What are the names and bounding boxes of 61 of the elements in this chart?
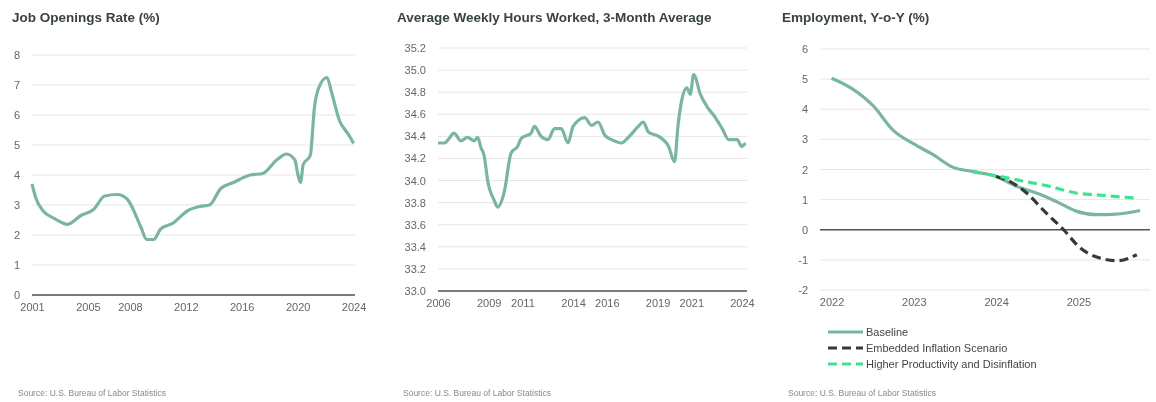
y-tick-label: 33.8 — [404, 196, 426, 209]
y-tick-label: 4 — [801, 103, 808, 116]
y-tick-label: 34.0 — [404, 174, 426, 187]
x-tick-label: 2024 — [984, 295, 1009, 308]
y-tick-label: 1 — [13, 259, 20, 272]
y-tick-label: 34.2 — [404, 152, 426, 165]
x-tick-label: 2024 — [341, 300, 367, 313]
chart-title: Employment, Y-o-Y (%) — [782, 10, 930, 25]
y-tick-label: 3 — [13, 199, 20, 212]
y-tick-label: 34.4 — [404, 130, 426, 143]
x-tick-label: 2025 — [1066, 295, 1092, 308]
y-tick-label: 33.2 — [404, 262, 426, 275]
x-tick-label: 2023 — [902, 295, 927, 308]
x-tick-label: 2021 — [679, 296, 705, 309]
x-tick-label: 2009 — [476, 296, 502, 309]
x-tick-label: 2020 — [285, 300, 311, 313]
y-tick-label: -1 — [798, 253, 808, 266]
y-tick-label: 2 — [13, 229, 20, 242]
line-series — [994, 174, 1139, 263]
y-tick-label: 5 — [13, 139, 20, 152]
y-tick-label: 34.8 — [404, 86, 426, 99]
y-tick-label: 33.4 — [404, 240, 426, 253]
x-tick-label: 2005 — [76, 300, 101, 313]
y-tick-label: 35.0 — [404, 64, 426, 77]
x-tick-label: 2012 — [174, 300, 199, 313]
y-tick-label: 33.0 — [404, 285, 426, 298]
y-tick-label: 6 — [13, 109, 20, 122]
chart-title: Job Openings Rate (%) — [12, 10, 160, 25]
source-note: Source: U.S. Bureau of Labor Statistics — [18, 388, 166, 398]
y-tick-label: 0 — [13, 289, 20, 302]
legend-label: Higher Productivity and Disinflation — [866, 358, 1037, 370]
line-series — [436, 72, 748, 209]
x-tick-label: 2024 — [730, 296, 755, 309]
y-tick-label: 1 — [801, 193, 808, 206]
y-tick-label: 7 — [13, 79, 20, 92]
x-tick-label: 2014 — [561, 296, 586, 309]
y-tick-label: 34.6 — [404, 108, 426, 121]
y-tick-label: 33.6 — [404, 218, 426, 231]
y-tick-label: -2 — [798, 284, 808, 297]
source-note: Source: U.S. Bureau of Labor Statistics — [403, 388, 551, 398]
x-tick-label: 2016 — [595, 296, 620, 309]
x-tick-label: 2011 — [511, 296, 535, 309]
line-series — [30, 75, 356, 242]
x-tick-label: 2022 — [819, 295, 845, 308]
y-tick-label: 5 — [801, 73, 808, 86]
y-tick-label: 4 — [13, 169, 20, 182]
legend-label: Embedded Inflation Scenario — [866, 342, 1008, 354]
y-tick-label: 35.2 — [404, 42, 426, 55]
chart-title: Average Weekly Hours Worked, 3-Month Average — [397, 10, 713, 25]
x-tick-label: 2008 — [118, 300, 143, 313]
x-tick-label: 2019 — [645, 296, 671, 309]
legend-label: Baseline — [866, 326, 909, 338]
y-tick-label: 0 — [801, 223, 808, 236]
y-tick-label: 3 — [801, 133, 808, 146]
source-note: Source: U.S. Bureau of Labor Statistics — [788, 388, 936, 398]
x-tick-label: 2006 — [426, 296, 451, 309]
x-tick-label: 2001 — [20, 300, 45, 313]
y-tick-label: 2 — [801, 163, 808, 176]
x-tick-label: 2016 — [230, 300, 255, 313]
y-tick-label: 8 — [13, 49, 20, 62]
y-tick-label: 6 — [801, 43, 808, 56]
